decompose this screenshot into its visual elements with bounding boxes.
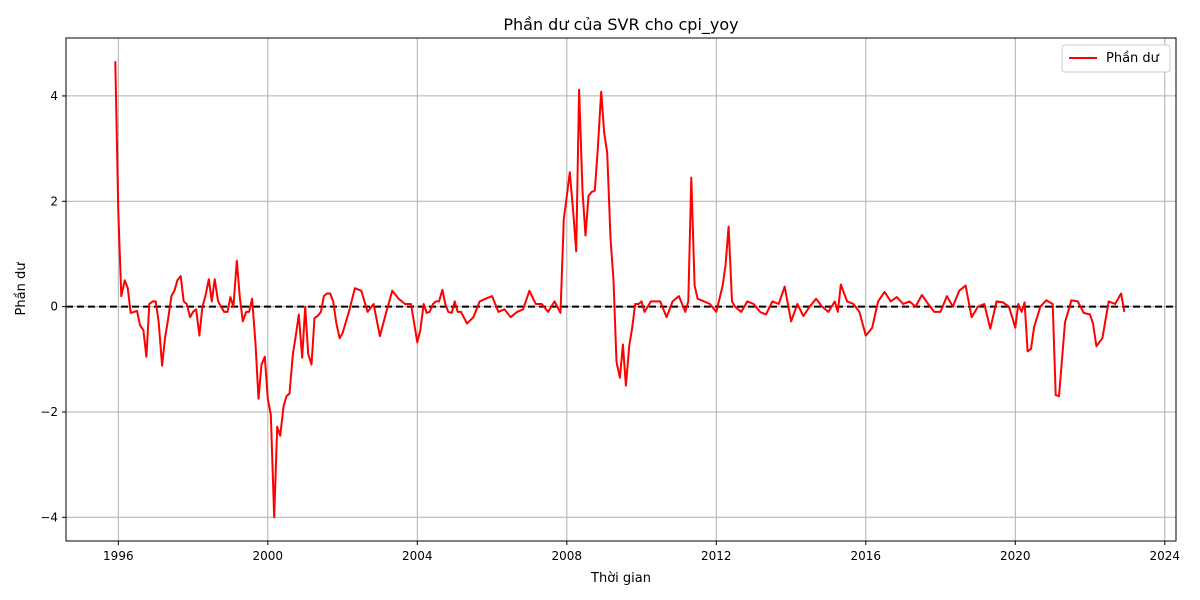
y-tick-label: 4 [50,89,58,103]
x-tick-label: 2008 [552,549,583,563]
y-tick-label: −2 [40,405,58,419]
x-tick-label: 2000 [253,549,284,563]
x-tick-label: 2016 [851,549,882,563]
legend-box [1061,44,1171,73]
x-tick-label: 2012 [701,549,732,563]
series-line [114,61,1126,519]
x-tick-label: 2024 [1150,549,1181,563]
x-tick-label: 2020 [1000,549,1031,563]
legend-label: Phần dư [1106,51,1160,66]
y-axis-label: Phần dư [14,262,29,316]
y-tick-label: −4 [40,510,58,524]
plot-frame [65,37,1177,542]
legend: Phần dư [1061,44,1171,73]
y-axis-ticks: −4 −2 0 2 4 [40,89,66,524]
x-tick-label: 1996 [103,549,134,563]
x-axis-ticks: 1996 2000 2004 2008 2012 2016 2020 2024 [103,541,1180,563]
x-tick-label: 2004 [402,549,433,563]
series-layer [114,61,1126,519]
y-tick-label: 2 [50,194,58,208]
chart-title: Phần dư của SVR cho cpi_yoy [503,15,738,35]
y-tick-label: 0 [50,300,58,314]
x-axis-label: Thời gian [590,571,651,586]
